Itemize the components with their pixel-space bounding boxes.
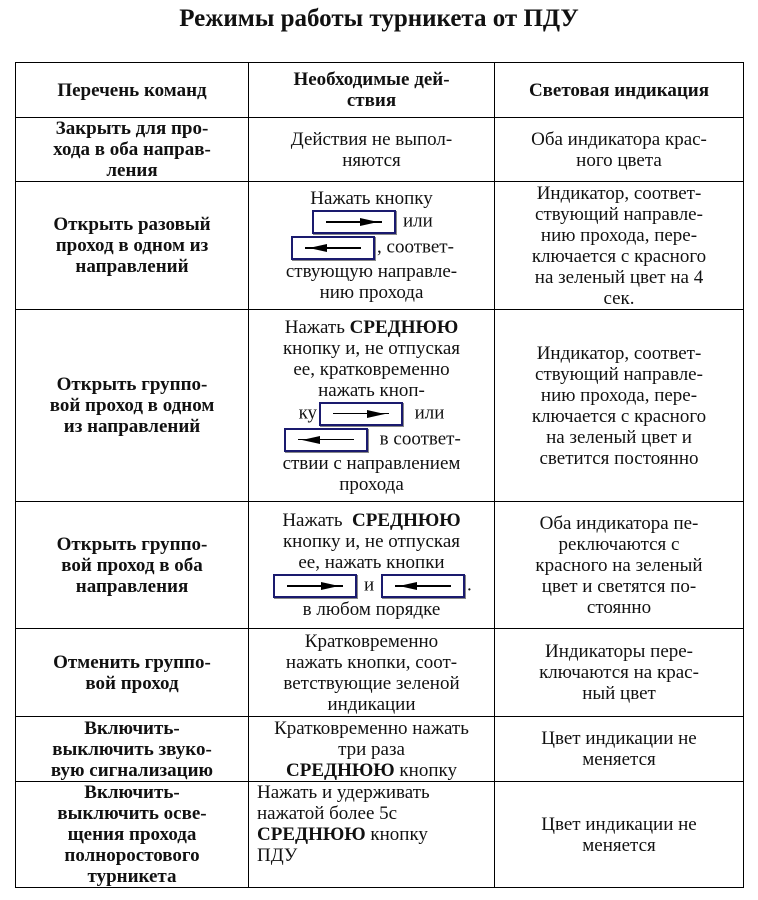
command-cell: Открыть группо-вой проход в оба направлен… — [15, 501, 249, 629]
indication-cell: Цвет индикации не меняется — [494, 781, 744, 888]
command-cell: Отменить группо-вой проход — [15, 628, 249, 717]
indication-cell: Индикаторы пере-ключаются на крас-ный цв… — [494, 628, 744, 717]
action-cell: Нажать кнопку или , соответ- ствующую на… — [248, 181, 495, 310]
action-cell: Кратковременно нажать три раза СРЕДНЮЮ кно… — [248, 716, 495, 782]
command-cell: Включить-выключить осве-щения прохода пол… — [15, 781, 249, 888]
arrow-right-button-icon — [319, 401, 404, 426]
indication-cell: Оба индикатора крас-ного цвета — [494, 117, 744, 182]
command-cell: Открыть группо-вой проход в одном из напр… — [15, 309, 249, 502]
table-row: Включить-выключить осве-щения прохода пол… — [15, 781, 744, 888]
action-cell: Действия не выпол-няются — [248, 117, 495, 182]
action-cell: Кратковременно нажать кнопки, соот-ветств… — [248, 628, 495, 717]
arrow-right-button-icon — [312, 210, 397, 234]
arrow-left-button-icon — [291, 236, 376, 260]
header-actions: Необходимые дей-ствия — [248, 62, 495, 118]
table-row: Отменить группо-вой проход Кратковременн… — [15, 628, 744, 717]
arrow-right-button-icon — [273, 574, 358, 598]
table-row: Открыть группо-вой проход в оба направлен… — [15, 501, 744, 629]
indication-cell: Индикатор, соответ-ствующий направле-нию… — [494, 309, 744, 502]
table-row: Закрыть для про-хода в оба направ-ления … — [15, 117, 744, 182]
command-cell: Закрыть для про-хода в оба направ-ления — [15, 117, 249, 182]
command-cell: Открыть разовый проход в одном из направле… — [15, 181, 249, 310]
action-cell: Нажать и удерживать нажатой более 5с СРЕДН… — [248, 781, 495, 888]
indication-cell: Индикатор, соответ-ствующий направле-нию… — [494, 181, 744, 310]
command-cell: Включить-выключить звуко-вую сигнализаци… — [15, 716, 249, 782]
action-cell: Нажать СРЕДНЮЮ кнопку и, не отпуская ее, … — [248, 309, 495, 502]
arrow-left-button-icon — [380, 574, 465, 598]
table-row: Открыть разовый проход в одном из направле… — [15, 181, 744, 310]
table-header-row: Перечень команд Необходимые дей-ствия Св… — [15, 62, 744, 118]
page-title: Режимы работы турникета от ПДУ — [179, 5, 579, 32]
header-commands: Перечень команд — [15, 62, 249, 118]
arrow-left-button-icon — [284, 427, 369, 452]
table-row: Открыть группо-вой проход в одном из напр… — [15, 309, 744, 502]
indication-cell: Оба индикатора пе-реключаются с красного … — [494, 501, 744, 629]
table-row: Включить-выключить звуко-вую сигнализаци… — [15, 716, 744, 782]
action-cell: Нажать СРЕДНЮЮ кнопку и, не отпуская ее, … — [248, 501, 495, 629]
commands-table: Перечень команд Необходимые дей-ствия Св… — [15, 62, 744, 888]
header-indication: Световая индикация — [494, 62, 744, 118]
indication-cell: Цвет индикации не меняется — [494, 716, 744, 782]
